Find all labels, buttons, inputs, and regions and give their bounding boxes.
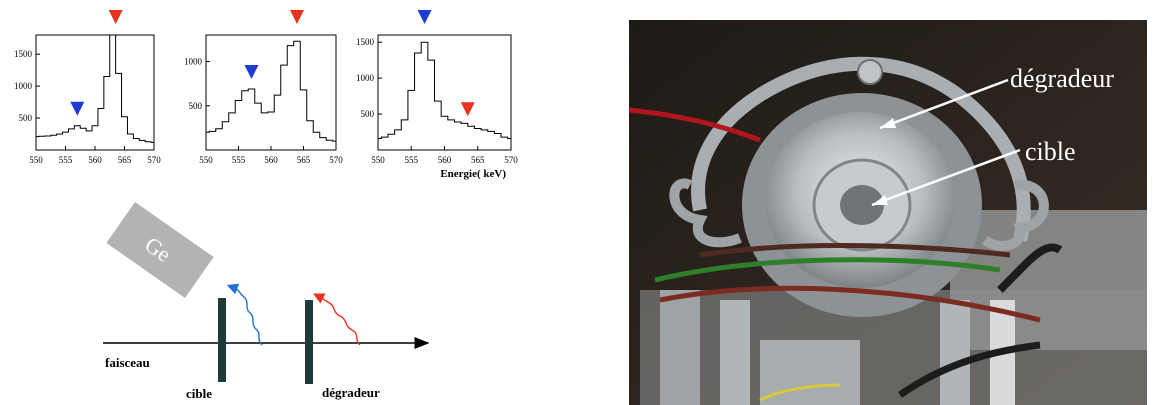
x-axis-label: Energie( keV) — [440, 168, 506, 180]
x-tick-label: 565 — [297, 155, 311, 165]
blue-peak-marker — [417, 10, 432, 24]
y-tick-label: 1500 — [356, 37, 375, 47]
x-tick-label: 550 — [199, 155, 213, 165]
apparatus-photo: dégradeur cible — [628, 20, 1147, 405]
y-tick-label: 500 — [189, 101, 203, 111]
degrader-foil — [305, 300, 313, 384]
x-tick-label: 550 — [29, 155, 43, 165]
y-tick-label: 1500 — [14, 49, 33, 59]
target-label: cible — [186, 386, 212, 401]
x-tick-label: 565 — [118, 155, 132, 165]
y-tick-label: 1000 — [184, 57, 203, 67]
x-tick-label: 550 — [371, 155, 385, 165]
y-tick-label: 1000 — [14, 81, 33, 91]
spectrum-line — [378, 41, 511, 139]
x-tick-label: 560 — [264, 155, 278, 165]
red-peak-marker — [108, 10, 123, 24]
x-tick-label: 570 — [504, 155, 518, 165]
red-peak-marker — [290, 10, 304, 24]
schematic: Ge faisceau cible dégradeur — [103, 201, 430, 401]
spectrum-chart-2: 550 555 560 565 570 500 1000 — [184, 10, 343, 165]
photo-label-target: cible — [1025, 137, 1076, 166]
blue-gamma-ray — [226, 283, 263, 346]
y-tick-label: 1000 — [356, 73, 375, 83]
spectrum-chart-3: 550 555 560 565 570 500 1000 1500 Energie( keV) — [356, 10, 518, 180]
x-tick-label: 560 — [88, 155, 102, 165]
degrader-pointer — [879, 78, 1009, 130]
x-tick-label: 570 — [329, 155, 343, 165]
x-tick-label: 560 — [438, 155, 452, 165]
y-tick-label: 500 — [361, 109, 375, 119]
x-tick-label: 565 — [471, 155, 485, 165]
blue-peak-marker — [70, 101, 85, 116]
degrader-label: dégradeur — [322, 385, 380, 400]
spectrum-line — [36, 34, 154, 143]
photo-label-degrader: dégradeur — [1010, 64, 1114, 93]
target-pointer — [871, 148, 1021, 207]
spectrum-line — [206, 40, 336, 142]
beam-label: faisceau — [105, 355, 150, 370]
red-gamma-ray — [312, 293, 361, 346]
target-foil — [218, 298, 226, 382]
x-tick-label: 555 — [405, 155, 419, 165]
red-peak-marker — [460, 102, 475, 117]
x-tick-label: 555 — [232, 155, 246, 165]
germanium-detector — [106, 201, 214, 299]
y-tick-label: 500 — [19, 113, 33, 123]
blue-peak-marker — [244, 64, 259, 79]
x-tick-label: 555 — [59, 155, 73, 165]
spectrum-chart-1: 550 555 560 565 570 500 1000 1500 — [14, 10, 161, 165]
x-tick-label: 570 — [147, 155, 161, 165]
